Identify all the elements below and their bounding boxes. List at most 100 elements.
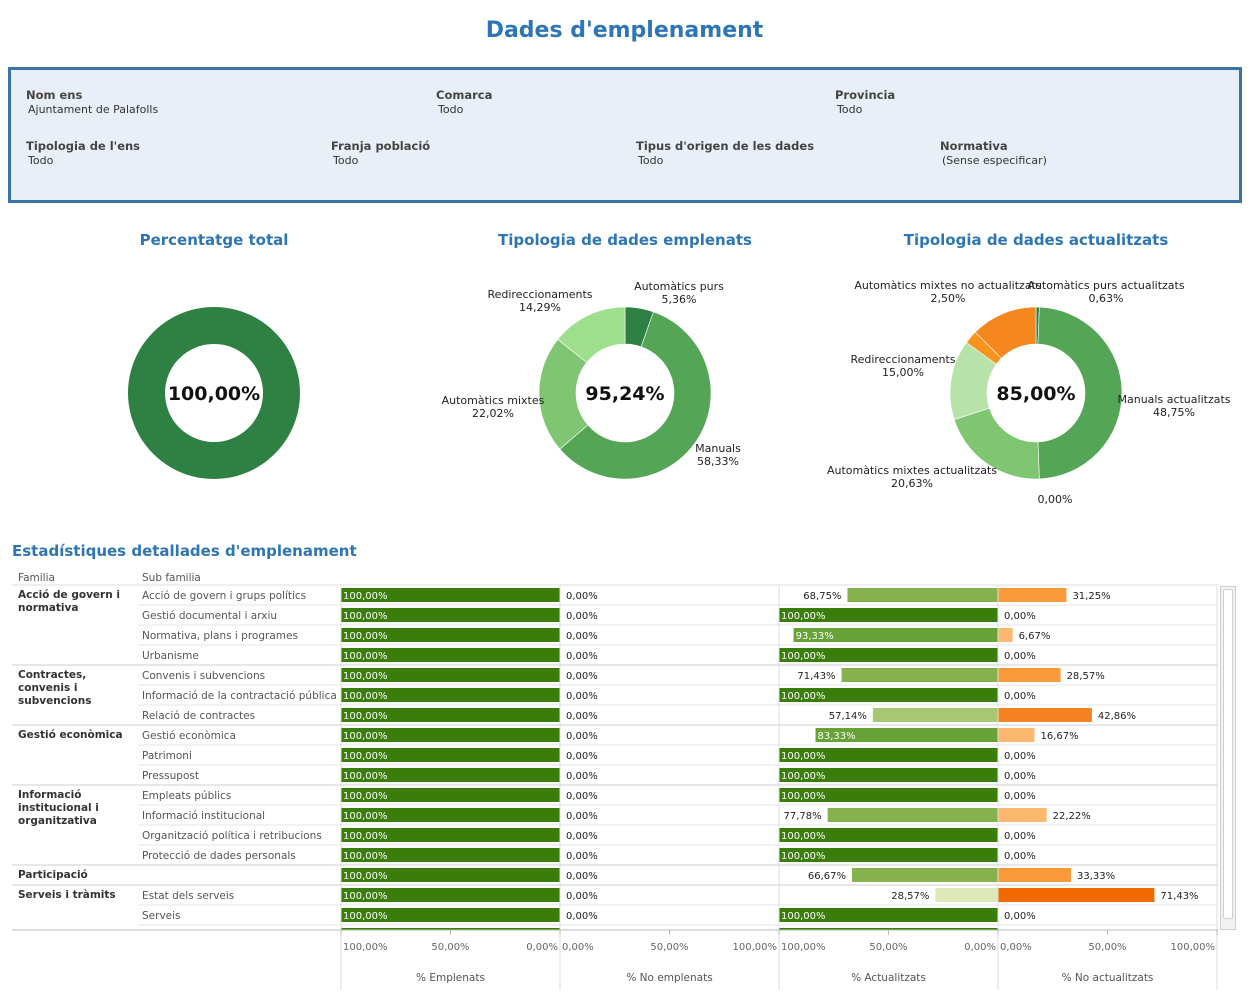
bar-no-actualitzats[interactable] [998,888,1155,902]
table-row: Serveis i tràmits Estat dels serveis 100,0… [12,884,1218,902]
table-row: Relació de contractes 100,00% 0,00% 57,14% 4… [138,704,1218,722]
bar-actualitzats[interactable] [779,608,998,622]
bar-label: 0,00% [566,871,598,882]
filter-normativa[interactable]: Normativa (Sense especificar) [940,139,1047,167]
bar-label: 93,33% [796,631,834,642]
slice-value-label: 0,00% [1038,493,1073,506]
donut-slice[interactable] [1037,306,1123,480]
bar-label: 0,00% [1004,911,1036,922]
axis-title: % No emplenats [626,972,712,984]
bar-emplenats[interactable] [341,608,560,622]
subfamilia-label: Serveis [142,910,181,922]
familia-label: Acció de govern i normativa [18,589,120,614]
subfamilia-label: Urbanisme [142,650,199,662]
filter-tipus-origen[interactable]: Tipus d'origen de les dades Todo [636,139,814,167]
bar-label: 83,33% [818,731,856,742]
slice-name-label: Redireccionaments [487,288,592,301]
bar-emplenats[interactable] [341,868,560,882]
subfamilia-label: Normativa, plans i programes [142,630,298,642]
bar-actualitzats[interactable] [779,788,998,802]
header-subfamilia: Sub familia [142,572,201,584]
donut-slice[interactable] [559,311,712,480]
bar-emplenats[interactable] [341,628,560,642]
subfamilia-label: Relació de contractes [142,710,255,722]
bar-emplenats[interactable] [341,748,560,762]
table-row: Urbanisme 100,00% 0,00% 100,00% 0,00% [138,644,1218,662]
bar-actualitzats[interactable] [779,848,998,862]
bar-label: 100,00% [781,691,826,702]
bar-actualitzats[interactable] [935,888,998,902]
bar-emplenats[interactable] [341,588,560,602]
bar-actualitzats[interactable] [779,768,998,782]
bar-no-actualitzats[interactable] [998,808,1047,822]
bar-no-actualitzats[interactable] [998,668,1061,682]
bar-emplenats[interactable] [341,888,560,902]
bar-actualitzats[interactable] [851,868,998,882]
bar-label: 100,00% [781,751,826,762]
table-row: Gestió econòmica Gestió econòmica 100,00% 0… [12,724,1218,742]
bar-emplenats[interactable] [341,668,560,682]
filter-franja[interactable]: Franja població Todo [331,139,430,167]
axis-tick-label: 100,00% [343,942,388,953]
slice-name-label: Manuals [695,442,741,455]
scrollbar-thumb[interactable] [1223,589,1233,919]
bar-label: 22,22% [1053,811,1091,822]
bar-label: 71,43% [1160,891,1198,902]
bar-actualitzats[interactable] [779,748,998,762]
bar-label: 100,00% [343,931,388,942]
bar-emplenats[interactable] [341,908,560,922]
bar-label: 100,00% [343,831,388,842]
bar-label: 66,67% [808,871,846,882]
bar-label: 0,00% [1004,771,1036,782]
bar-label: 0,00% [1004,611,1036,622]
bar-emplenats[interactable] [341,648,560,662]
subfamilia-label: Pressupost [142,770,199,782]
bar-emplenats[interactable] [341,728,560,742]
bar-emplenats[interactable] [341,688,560,702]
bar-label: 100,00% [343,711,388,722]
bar-actualitzats[interactable] [779,928,998,942]
bar-label: 100,00% [343,731,388,742]
bar-no-actualitzats[interactable] [998,628,1013,642]
bar-actualitzats[interactable] [779,688,998,702]
filter-tipologia[interactable]: Tipologia de l'ens Todo [26,139,140,167]
table-row: Patrimoni 100,00% 0,00% 100,00% 0,00% [138,744,1218,762]
donut-center-value: 85,00% [996,383,1075,405]
filter-label: Tipologia de l'ens [26,139,141,153]
bar-actualitzats[interactable] [779,908,998,922]
bar-no-actualitzats[interactable] [998,708,1092,722]
donut-slice[interactable] [557,306,626,363]
scrollbar[interactable] [1220,586,1236,930]
bar-no-actualitzats[interactable] [998,588,1067,602]
bar-actualitzats[interactable] [827,808,998,822]
bar-label: 0,00% [566,851,598,862]
filters-panel: Nom ens Ajuntament de Palafolls Comarca To… [8,67,1242,203]
filter-nom-ens[interactable]: Nom ens Ajuntament de Palafolls [26,88,158,116]
table-row: Acció de govern i normativa Acció de gover… [18,588,1111,614]
familia-label: Contractes, convenis i subvencions [18,669,91,707]
filter-provincia[interactable]: Provincia Todo [835,88,895,116]
bar-no-actualitzats[interactable] [998,728,1035,742]
bar-label: 0,00% [1004,831,1036,842]
bar-emplenats[interactable] [341,708,560,722]
bar-emplenats[interactable] [341,928,560,942]
bar-emplenats[interactable] [341,788,560,802]
bar-emplenats[interactable] [341,848,560,862]
bar-actualitzats[interactable] [793,628,998,642]
familia-label: Participació [18,869,88,881]
bar-actualitzats[interactable] [779,648,998,662]
bar-emplenats[interactable] [341,808,560,822]
bar-actualitzats[interactable] [815,728,998,742]
bar-actualitzats[interactable] [847,588,998,602]
bar-no-actualitzats[interactable] [998,868,1071,882]
filter-value: Todo [837,103,863,116]
bar-actualitzats[interactable] [779,828,998,842]
slice-name-label: Automàtics mixtes no actualitzats [854,279,1041,292]
donut-slice[interactable] [974,306,1037,359]
bar-emplenats[interactable] [341,828,560,842]
bar-actualitzats[interactable] [841,668,998,682]
filter-comarca[interactable]: Comarca Todo [436,88,492,116]
bar-actualitzats[interactable] [872,708,998,722]
donut-slice[interactable] [127,307,300,479]
bar-emplenats[interactable] [341,768,560,782]
